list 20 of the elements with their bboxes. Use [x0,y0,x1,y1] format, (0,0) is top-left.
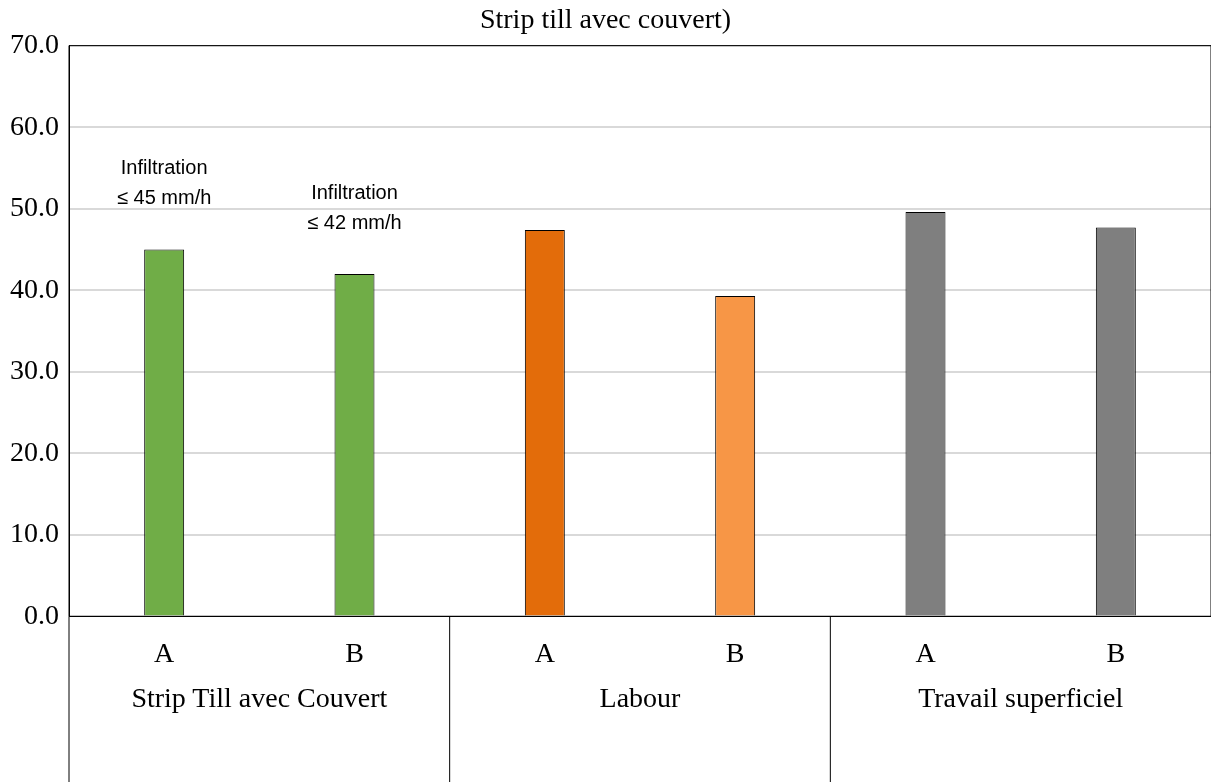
y-tick-label: 0.0 [24,598,59,630]
y-tick-label: 60.0 [10,109,59,141]
x-tick-label: Travail superficiel [918,681,1124,713]
text: A [915,636,936,668]
x-tick-label: Labour [599,681,682,713]
y-tick-label: 20.0 [10,435,59,467]
y-tick-label: 40.0 [10,272,59,304]
y-tick-label: 10.0 [10,517,59,549]
annotation: Infiltration ≤ 42 mm/h [307,180,402,233]
y-tick-label: 50.0 [10,191,59,223]
series-label: A [154,636,176,668]
y-tick-label: 30.0 [10,354,59,386]
annotation: Infiltration ≤ 45 mm/h [116,156,212,209]
x-tick-label: Strip Till avec Couvert [131,681,388,713]
series-label: B [345,636,364,668]
text: B [1106,636,1126,668]
text: B [725,636,745,668]
y-tick-label: 70.0 [10,27,59,59]
chart-title: Strip till avec couvert) [479,3,732,35]
text: A [534,636,555,668]
